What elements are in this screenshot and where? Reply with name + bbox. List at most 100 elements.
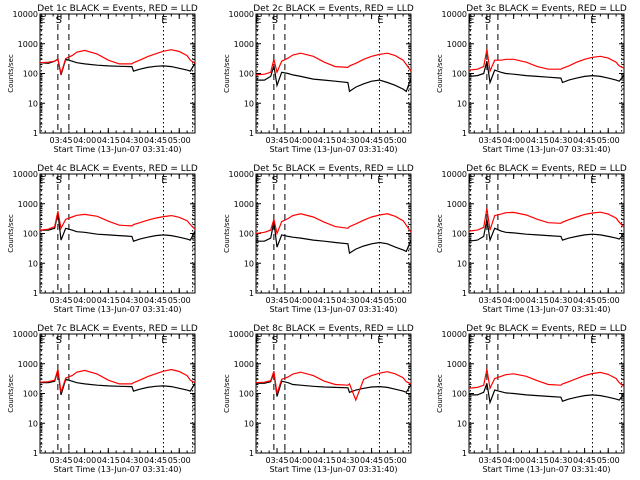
y-tick-label: 10000 [13,330,38,339]
x-tick-label: 04:15 [97,136,120,145]
y-tick-label: 10000 [442,170,467,179]
time-marker-label: S [485,15,491,26]
y-tick-label: 1 [462,129,467,138]
series-line-lld [468,49,625,74]
chart-title: Det 1c BLACK = Events, RED = LLD [37,4,198,14]
series-line-lld [39,49,196,76]
x-tick-label: 04:15 [526,136,549,145]
x-tick-label: 03:45 [478,296,501,305]
chart-panel-3: Det 3c BLACK = Events, RED = LLD 1 10 100 10… [436,4,627,154]
chart-title: Det 8c BLACK = Events, RED = LLD [253,324,414,334]
y-tick-label: 10000 [229,10,254,19]
y-tick-label: 100 [23,390,38,399]
y-tick-label: 1000 [18,200,38,209]
time-marker-label: S [485,335,491,346]
chart-panel-9: Det 9c BLACK = Events, RED = LLD 1 10 100 10… [436,324,627,474]
y-tick-label: 1 [462,449,467,458]
y-axis-label: Counts/sec [436,214,444,253]
y-tick-label: 10 [28,419,38,428]
x-axis-label: Start Time (13-Jun-07 03:31:40) [54,305,182,314]
time-marker-label: E [468,175,474,186]
series-line-lld [255,371,412,402]
y-tick-label: 10 [28,259,38,268]
time-marker-label: E [590,335,596,346]
x-tick-label: 04:30 [549,136,572,145]
chart-panel-2: Det 2c BLACK = Events, RED = LLD 1 10 100 10… [223,4,414,154]
time-marker-label: E [39,335,45,346]
y-tick-label: 1000 [234,200,254,209]
x-tick-label: 04:30 [549,296,572,305]
time-marker-label: E [161,15,167,26]
y-axis-label: Counts/sec [223,214,231,253]
x-tick-label: 05:00 [384,456,407,465]
x-tick-label: 04:30 [120,456,143,465]
chart-title: Det 9c BLACK = Events, RED = LLD [466,324,627,334]
plot-frame [468,13,625,134]
plot-frame [39,333,196,454]
y-tick-label: 100 [239,70,254,79]
time-marker-label: E [255,335,261,346]
x-tick-label: 03:45 [478,456,501,465]
series-line-lld [468,208,625,232]
x-tick-label: 04:00 [502,456,525,465]
x-tick-label: 05:00 [168,296,191,305]
y-tick-label: 100 [452,70,467,79]
x-tick-label: 04:45 [573,296,596,305]
y-axis-label: Counts/sec [7,374,15,413]
y-tick-label: 10 [457,259,467,268]
time-marker-label: S [485,175,491,186]
chart-title: Det 4c BLACK = Events, RED = LLD [37,164,198,174]
x-axis-label: Start Time (13-Jun-07 03:31:40) [483,465,611,474]
time-marker-label: E [39,15,45,26]
x-tick-label: 04:45 [573,136,596,145]
series-line-lld [39,211,196,231]
y-tick-label: 1000 [447,200,467,209]
plot-frame [255,333,412,454]
y-tick-label: 1 [249,129,254,138]
time-marker-label: E [377,15,383,26]
y-tick-label: 10 [244,259,254,268]
x-tick-label: 04:15 [526,456,549,465]
time-marker-label: E [255,15,261,26]
y-tick-label: 100 [239,230,254,239]
x-tick-label: 04:30 [120,136,143,145]
series-line-events [256,65,412,93]
x-tick-label: 05:00 [168,456,191,465]
y-tick-label: 10 [244,419,254,428]
y-tick-label: 1 [33,449,38,458]
x-tick-label: 03:45 [478,136,501,145]
y-axis-label: Counts/sec [436,374,444,413]
x-tick-label: 04:45 [144,456,167,465]
y-axis-label: Counts/sec [223,54,231,93]
series-line-lld [255,52,412,76]
chart-title: Det 5c BLACK = Events, RED = LLD [253,164,414,174]
x-tick-label: 04:00 [73,296,96,305]
time-marker-label: E [377,335,383,346]
chart-title: Det 2c BLACK = Events, RED = LLD [253,4,414,14]
x-tick-label: 04:00 [289,296,312,305]
time-marker-label: E [255,175,261,186]
x-tick-label: 04:30 [336,296,359,305]
plot-frame [468,333,625,454]
x-tick-label: 04:15 [97,456,120,465]
x-axis-label: Start Time (13-Jun-07 03:31:40) [483,145,611,154]
time-marker-label: E [590,15,596,26]
x-tick-label: 03:45 [49,136,72,145]
y-axis-label: Counts/sec [7,54,15,93]
y-tick-label: 1000 [18,360,38,369]
y-tick-label: 100 [452,230,467,239]
y-tick-label: 1000 [234,40,254,49]
x-tick-label: 04:00 [502,136,525,145]
y-tick-label: 100 [23,70,38,79]
x-tick-label: 05:00 [597,296,620,305]
y-tick-label: 1000 [234,360,254,369]
series-line-events [40,370,196,396]
x-tick-label: 04:00 [289,456,312,465]
time-marker-label: E [161,175,167,186]
series-line-lld [39,368,196,393]
x-tick-label: 04:45 [144,136,167,145]
x-tick-label: 04:30 [120,296,143,305]
x-tick-label: 03:45 [49,456,72,465]
plot-frame [255,13,412,134]
